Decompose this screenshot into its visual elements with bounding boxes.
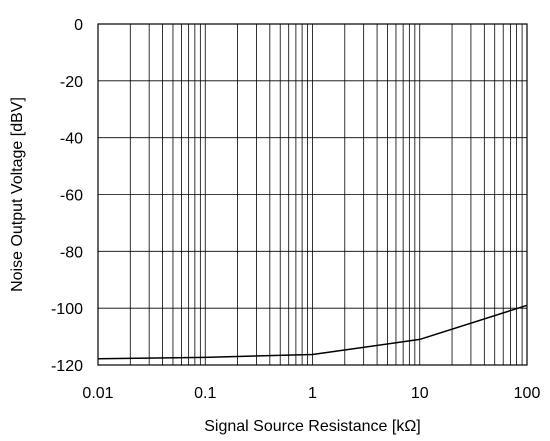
grid — [98, 24, 527, 365]
y-tick-label: -120 — [51, 358, 83, 375]
y-tick-label: -60 — [60, 188, 83, 205]
y-tick-label: -100 — [51, 301, 83, 318]
x-tick-label: 10 — [411, 385, 429, 402]
y-tick-labels: 0 -20 -40 -60 -80 -100 -120 — [51, 17, 83, 375]
x-tick-label: 1 — [308, 385, 317, 402]
y-tick-label: -40 — [60, 131, 83, 148]
y-axis-title: Noise Output Voltage [dBV] — [9, 97, 26, 292]
plot-frame — [97, 23, 528, 366]
x-axis-title: Signal Source Resistance [kΩ] — [204, 418, 421, 435]
x-tick-label: 0.1 — [194, 385, 216, 402]
y-tick-label: 0 — [74, 17, 83, 34]
x-tick-label: 0.01 — [82, 385, 113, 402]
x-tick-label: 100 — [514, 385, 541, 402]
y-tick-label: -20 — [60, 74, 83, 91]
y-tick-label: -80 — [60, 244, 83, 261]
series-layer — [97, 304, 528, 360]
x-tick-labels: 0.01 0.1 1 10 100 — [82, 385, 540, 402]
noise-curve — [97, 304, 528, 360]
